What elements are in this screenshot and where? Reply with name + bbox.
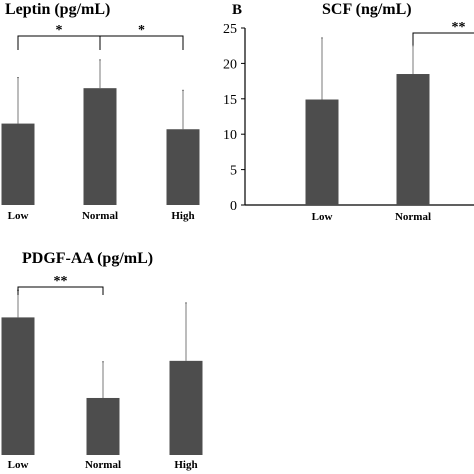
leptin-panel: Leptin (pg/mL) Low Normal High * *	[1, 1, 200, 222]
scf-ytick-label: 10	[223, 128, 237, 143]
scf-ytick-label: 15	[223, 93, 237, 108]
pdgf-bar	[169, 360, 203, 455]
leptin-x-label: Normal	[82, 210, 118, 222]
leptin-significance-bracket	[99, 35, 184, 50]
pdgf-x-label: Normal	[85, 459, 121, 471]
leptin-bar	[166, 129, 200, 205]
pdgf-panel: PDGF-AA (pg/mL) Low Normal High **	[1, 250, 203, 471]
leptin-x-label: Low	[8, 210, 29, 222]
scf-significance-bracket	[412, 32, 474, 45]
pdgf-title: PDGF-AA (pg/mL)	[22, 250, 153, 267]
scf-ytick-label: 25	[223, 22, 237, 37]
pdgf-x-label: High	[174, 459, 197, 471]
leptin-significance-bracket	[17, 35, 101, 50]
pdgf-plot: Low Normal High **	[1, 274, 203, 471]
leptin-significance-label: *	[138, 23, 145, 38]
panel-label-b: B	[232, 2, 242, 18]
scf-plot: 0 5 10 15 20 25 Low Normal **	[223, 20, 474, 223]
pdgf-significance-label: **	[54, 274, 68, 289]
scf-ytick-label: 5	[230, 164, 237, 179]
scf-significance-label: **	[452, 20, 466, 35]
scf-ytick-label: 0	[230, 199, 237, 214]
scf-bar	[396, 74, 430, 206]
pdgf-x-label: Low	[8, 459, 29, 471]
pdgf-bar	[86, 397, 120, 455]
scf-panel: B SCF (ng/mL) 0 5 10 15 20 25 Low Normal **	[223, 1, 474, 223]
scf-x-label: Low	[312, 211, 333, 223]
leptin-x-label: High	[171, 210, 194, 222]
scf-bar	[305, 99, 339, 205]
leptin-significance-label: *	[56, 23, 63, 38]
leptin-bar	[83, 88, 117, 205]
leptin-plot: Low Normal High * *	[1, 23, 200, 222]
scf-ytick-label: 20	[223, 57, 237, 72]
leptin-title: Leptin (pg/mL)	[5, 1, 110, 18]
scf-x-label: Normal	[395, 211, 431, 223]
leptin-bar	[1, 123, 35, 205]
pdgf-significance-bracket	[17, 286, 104, 295]
pdgf-bar	[1, 317, 35, 455]
scf-title: SCF (ng/mL)	[322, 1, 412, 18]
